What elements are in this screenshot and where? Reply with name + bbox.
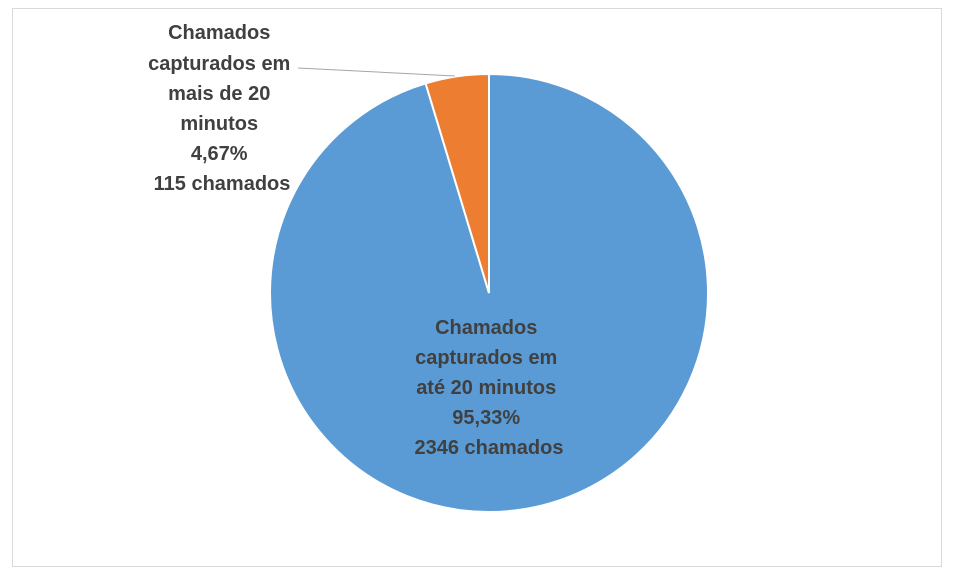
label-within-line: 95,33%	[452, 407, 520, 429]
label-over-line: capturados em	[148, 53, 290, 75]
label-within-line: 2346 chamados	[415, 437, 564, 459]
label-within-line: Chamados	[435, 317, 537, 339]
leader-line-over	[297, 67, 456, 77]
pie-slice-over	[424, 72, 490, 294]
label-over-line: Chamados	[168, 22, 270, 44]
label-over-line: 4,67%	[191, 143, 248, 165]
label-over-line: 115 chamados	[154, 173, 291, 195]
label-over-line: mais de 20	[168, 83, 270, 105]
data-label-within: Chamados capturados em até 20 minutos 95…	[415, 317, 564, 459]
label-over-line: minutos	[180, 113, 258, 135]
label-within-line: até 20 minutos	[416, 377, 556, 399]
data-label-over: Chamados capturados em mais de 20 minuto…	[148, 22, 296, 195]
label-within-line: capturados em	[415, 347, 557, 369]
